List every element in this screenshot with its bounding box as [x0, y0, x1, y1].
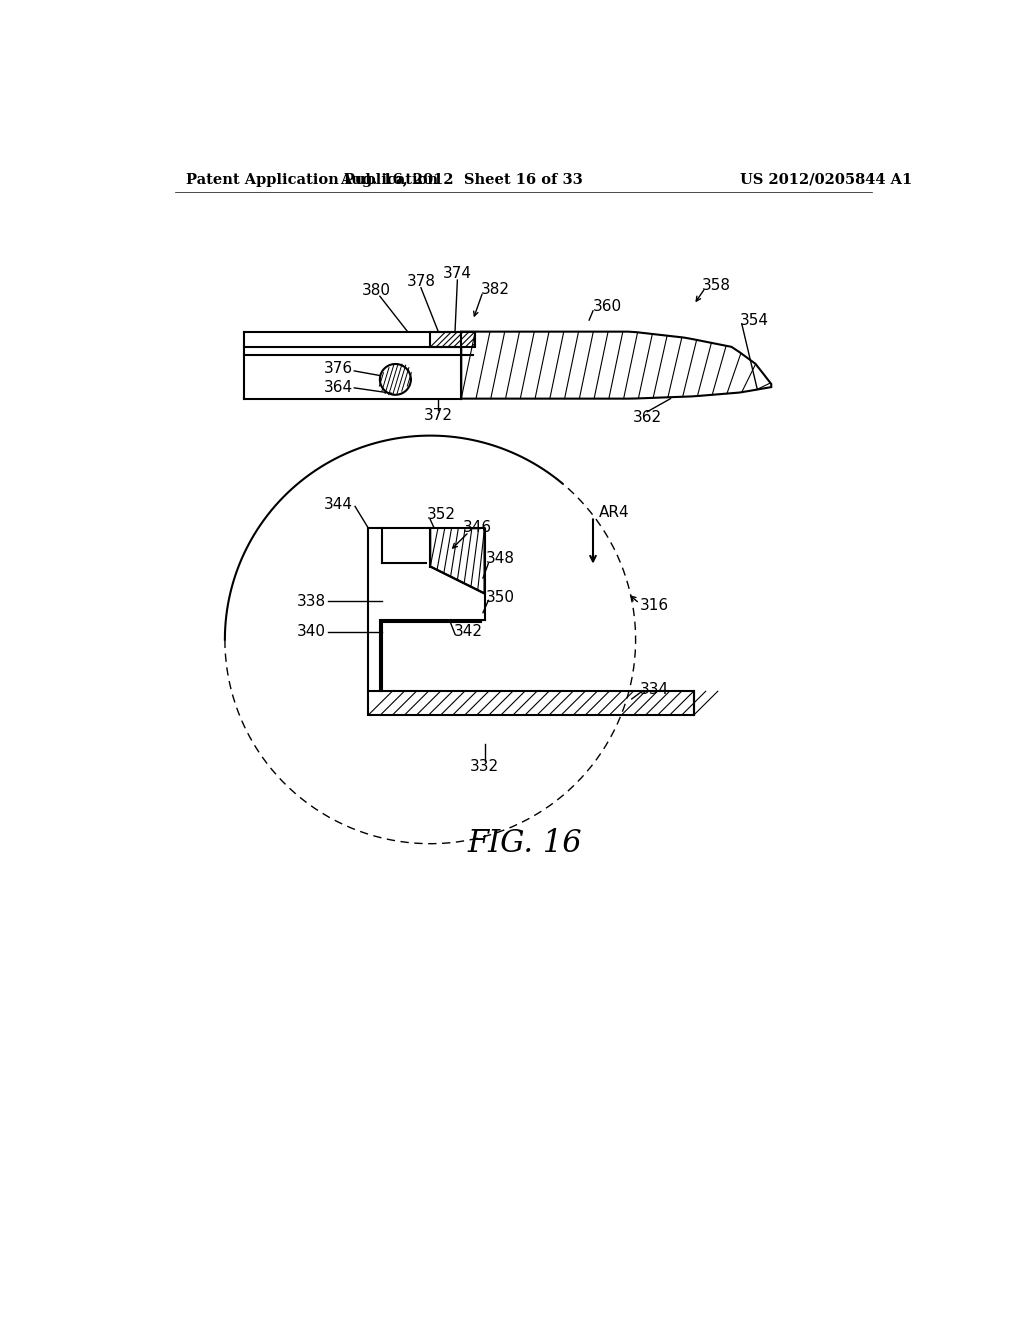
Text: 332: 332 — [470, 759, 499, 775]
Text: US 2012/0205844 A1: US 2012/0205844 A1 — [740, 173, 912, 187]
Text: 376: 376 — [324, 362, 352, 376]
Text: 360: 360 — [593, 298, 623, 314]
Text: 344: 344 — [324, 498, 352, 512]
Text: 342: 342 — [454, 624, 482, 639]
Polygon shape — [430, 331, 475, 347]
Text: 358: 358 — [701, 279, 730, 293]
Polygon shape — [369, 692, 693, 715]
Text: 340: 340 — [297, 624, 326, 639]
Text: AR4: AR4 — [599, 506, 630, 520]
Text: 374: 374 — [442, 267, 472, 281]
Polygon shape — [461, 331, 771, 399]
Text: 364: 364 — [324, 380, 352, 395]
Text: 354: 354 — [740, 313, 769, 327]
Text: 382: 382 — [480, 281, 510, 297]
Polygon shape — [430, 528, 484, 594]
Text: 338: 338 — [297, 594, 326, 609]
Text: 348: 348 — [486, 552, 515, 566]
Text: 350: 350 — [486, 590, 515, 605]
Text: 346: 346 — [463, 520, 492, 536]
Text: 316: 316 — [640, 598, 669, 612]
Text: 378: 378 — [407, 275, 435, 289]
Text: 362: 362 — [633, 409, 662, 425]
Text: 372: 372 — [424, 408, 453, 424]
Text: FIG. 16: FIG. 16 — [468, 828, 582, 859]
Text: Patent Application Publication: Patent Application Publication — [186, 173, 438, 187]
Text: Aug. 16, 2012  Sheet 16 of 33: Aug. 16, 2012 Sheet 16 of 33 — [340, 173, 583, 187]
Text: 334: 334 — [640, 682, 669, 697]
Text: 352: 352 — [426, 507, 456, 521]
Text: 380: 380 — [361, 284, 390, 298]
